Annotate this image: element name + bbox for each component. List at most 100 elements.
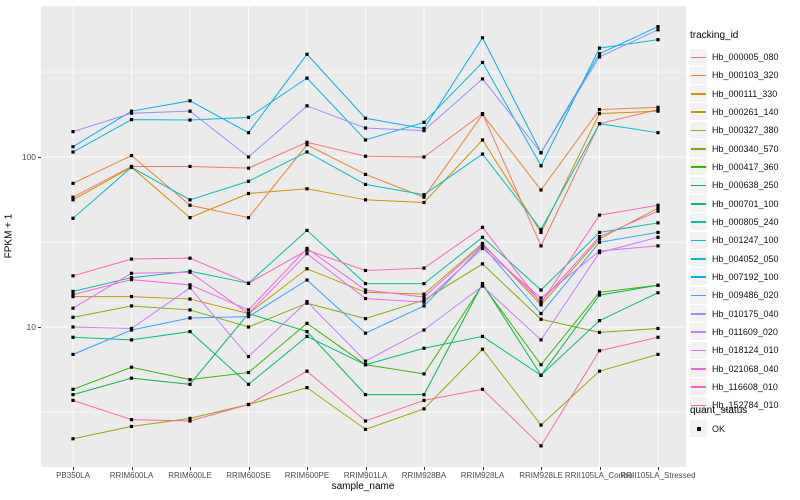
legend-item-Hb_000111_330: Hb_000111_330 bbox=[690, 85, 777, 103]
legend-item-Hb_152784_010: Hb_152784_010 bbox=[690, 396, 779, 414]
data-point bbox=[656, 283, 660, 287]
legend-key-line-icon bbox=[691, 294, 706, 297]
data-point bbox=[305, 248, 309, 252]
data-point bbox=[422, 304, 426, 308]
data-point bbox=[246, 315, 251, 319]
data-point bbox=[656, 203, 660, 207]
legend-key-line-icon bbox=[691, 368, 706, 370]
data-point bbox=[188, 203, 192, 207]
data-point bbox=[597, 319, 602, 323]
legend-key-line-icon bbox=[691, 56, 706, 58]
data-point bbox=[597, 290, 602, 294]
data-point bbox=[422, 155, 426, 159]
legend-item-quant-ok: OK bbox=[690, 420, 725, 437]
data-point bbox=[480, 282, 485, 286]
legend-label: Hb_009486_020 bbox=[712, 290, 779, 301]
legend-label: Hb_000340_570 bbox=[712, 143, 779, 154]
legend-key-line-icon bbox=[691, 404, 706, 407]
data-point bbox=[246, 308, 251, 312]
data-point bbox=[539, 301, 543, 305]
legend-title-tracking-id: tracking_id bbox=[690, 30, 739, 41]
legend-key bbox=[690, 360, 707, 378]
x-tick-label: RRII105LA_Control bbox=[564, 471, 635, 480]
data-point bbox=[246, 131, 251, 135]
legend-key bbox=[690, 378, 707, 396]
legend-key bbox=[690, 103, 707, 121]
legend-item-Hb_000417_360: Hb_000417_360 bbox=[690, 158, 779, 176]
data-point bbox=[480, 347, 485, 351]
data-point bbox=[480, 112, 485, 117]
legend-item-Hb_000340_570: Hb_000340_570 bbox=[690, 140, 779, 158]
data-point bbox=[480, 77, 485, 81]
data-point bbox=[129, 117, 134, 122]
y-tick-label: 10 bbox=[26, 322, 36, 332]
data-point bbox=[363, 154, 368, 158]
data-point bbox=[597, 240, 602, 244]
data-point bbox=[656, 352, 660, 356]
legend-key-line-icon bbox=[691, 184, 706, 187]
y-tick-mark bbox=[38, 157, 41, 158]
data-point bbox=[188, 118, 192, 122]
legend-label: Hb_000805_240 bbox=[712, 216, 779, 227]
data-point bbox=[597, 213, 602, 217]
data-point bbox=[71, 335, 75, 339]
data-point bbox=[656, 230, 660, 235]
data-point bbox=[188, 316, 192, 320]
data-point bbox=[188, 283, 192, 287]
legend-item-Hb_000701_100: Hb_000701_100 bbox=[690, 195, 779, 213]
data-point bbox=[188, 286, 192, 290]
data-point bbox=[597, 330, 602, 334]
data-point bbox=[363, 427, 368, 431]
legend-key-line-icon bbox=[691, 111, 706, 113]
legend-key bbox=[690, 305, 707, 323]
data-point bbox=[188, 308, 192, 312]
data-point bbox=[71, 306, 75, 310]
data-point bbox=[480, 334, 485, 339]
data-point bbox=[305, 104, 309, 108]
data-point bbox=[71, 195, 75, 199]
legend-key bbox=[690, 286, 707, 304]
data-point bbox=[71, 181, 75, 185]
data-point bbox=[539, 296, 543, 300]
legend-key-line-icon bbox=[691, 74, 706, 77]
x-tick-mark bbox=[599, 467, 601, 470]
data-point bbox=[71, 274, 75, 278]
data-point bbox=[188, 99, 192, 103]
data-point bbox=[305, 329, 309, 334]
data-point bbox=[422, 193, 426, 197]
data-point bbox=[539, 164, 543, 168]
data-point bbox=[246, 354, 251, 359]
legend-key bbox=[690, 268, 707, 286]
x-tick-label: RRIM600SE bbox=[226, 471, 271, 480]
data-point bbox=[539, 311, 543, 316]
legend-title-quant-status: quant_status bbox=[690, 405, 748, 416]
x-tick-label: RRIM600LE bbox=[168, 471, 212, 480]
data-point bbox=[363, 126, 368, 130]
data-point bbox=[480, 152, 485, 156]
data-point bbox=[246, 325, 251, 329]
data-point bbox=[71, 150, 75, 154]
data-point bbox=[597, 46, 602, 50]
legend-item-Hb_004052_050: Hb_004052_050 bbox=[690, 250, 779, 268]
data-point bbox=[246, 382, 251, 386]
data-point bbox=[363, 268, 368, 273]
data-point bbox=[422, 126, 426, 131]
data-point bbox=[597, 369, 602, 373]
legend-label: Hb_004052_050 bbox=[712, 253, 779, 264]
legend-label: Hb_011609_020 bbox=[712, 326, 778, 337]
legend-key bbox=[690, 213, 707, 231]
data-point bbox=[363, 331, 368, 335]
data-point bbox=[188, 216, 192, 220]
data-point bbox=[71, 315, 75, 319]
x-tick-mark bbox=[190, 467, 191, 470]
data-point bbox=[539, 373, 543, 377]
data-point bbox=[129, 153, 134, 158]
data-point bbox=[656, 209, 660, 213]
data-point bbox=[422, 282, 426, 286]
data-point bbox=[129, 278, 134, 282]
legend-key bbox=[690, 176, 707, 194]
data-point bbox=[246, 281, 251, 285]
x-tick-label: RRIM901LA bbox=[343, 471, 388, 480]
data-point bbox=[480, 60, 485, 65]
